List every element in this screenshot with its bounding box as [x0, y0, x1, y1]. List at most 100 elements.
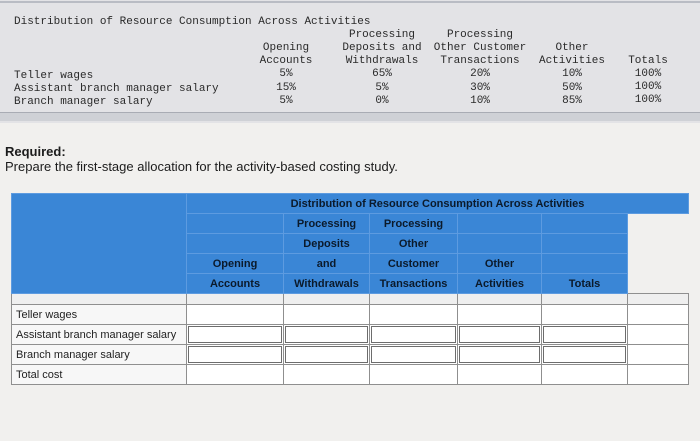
resource-distribution-table: Distribution of Resource Consumption Acr… [0, 0, 700, 123]
header-other-customer-1: Processing [446, 29, 513, 41]
header-blank-cell [541, 233, 628, 254]
cell-value: 100% [634, 94, 662, 106]
header-other-customer-line4: Transactions [369, 273, 458, 294]
cell-value: 5% [279, 95, 293, 107]
header-opening-line2: Accounts [186, 273, 284, 294]
cell-value: 5% [375, 82, 389, 94]
input-cell [186, 324, 284, 345]
cell-value: 10% [562, 68, 582, 80]
cell-blank [457, 304, 542, 325]
header-deposits-line1: Processing [283, 213, 370, 234]
input-cell [186, 344, 284, 365]
cell-value: 85% [562, 95, 582, 107]
allocation-answer-table: Distribution of Resource Consumption Acr… [11, 193, 689, 385]
table-top-rule [0, 1, 700, 3]
table-title: Distribution of Resource Consumption Acr… [14, 16, 371, 28]
deposits-withdrawals-input[interactable] [285, 346, 368, 363]
row-label-assistant-salary: Assistant branch manager salary [11, 324, 187, 345]
spacer-cell [627, 293, 689, 305]
required-heading: Required: [5, 144, 66, 159]
table-row: Branch manager salary [11, 344, 689, 365]
header-blank-cell [457, 213, 542, 234]
spacer-cell [541, 293, 628, 305]
input-cell [283, 324, 370, 345]
cell-blank [541, 304, 628, 325]
other-activities-input[interactable] [459, 346, 540, 363]
cell-value: 10% [470, 95, 490, 107]
header-other-customer-line3: Customer [369, 253, 458, 274]
required-instructions: Prepare the first-stage allocation for t… [5, 159, 398, 174]
header-blank-cell [186, 213, 284, 234]
header-opening-line1: Opening [186, 253, 284, 274]
table-bottom-rule [0, 112, 700, 121]
header-blank-cell [541, 213, 628, 234]
header-other-activities-line1: Other [457, 253, 542, 274]
spacer-cell [369, 293, 458, 305]
answer-table-caption: Distribution of Resource Consumption Acr… [186, 193, 689, 214]
input-cell [369, 324, 458, 345]
cell-value: 50% [562, 82, 582, 94]
header-totals: Totals [628, 55, 668, 67]
cell-blank [627, 364, 689, 385]
header-other-activities-line2: Activities [457, 273, 542, 294]
cell-value: 15% [276, 82, 296, 94]
header-deposits-3: Withdrawals [345, 55, 419, 67]
input-cell [283, 344, 370, 365]
header-other-customer-2: Other Customer [433, 42, 527, 54]
header-other-activities-1: Other [555, 42, 589, 54]
row-label-teller-wages: Teller wages [14, 70, 94, 82]
cell-blank [627, 324, 689, 345]
header-deposits-2: Deposits and [342, 42, 422, 54]
opening-accounts-input[interactable] [188, 346, 282, 363]
cell-value: 100% [634, 68, 662, 80]
header-deposits-line3: and [283, 253, 370, 274]
table-row: Total cost [11, 364, 689, 385]
cell-blank [369, 304, 458, 325]
header-other-customer-line1: Processing [369, 213, 458, 234]
cell-blank [186, 304, 284, 325]
header-blank-cell [541, 253, 628, 274]
input-cell [457, 324, 542, 345]
customer-transactions-input[interactable] [371, 326, 456, 343]
cell-value: 100% [634, 81, 662, 93]
cell-blank [283, 304, 370, 325]
header-deposits-line2: Deposits [283, 233, 370, 254]
header-corner-cell [11, 193, 187, 294]
header-blank-cell [186, 233, 284, 254]
spacer-cell [186, 293, 284, 305]
cell-blank [369, 364, 458, 385]
cell-blank [283, 364, 370, 385]
cell-blank [541, 364, 628, 385]
cell-blank [186, 364, 284, 385]
cell-blank [457, 364, 542, 385]
other-activities-input[interactable] [459, 326, 540, 343]
input-cell [541, 344, 628, 365]
header-blank-cell [457, 233, 542, 254]
header-deposits-line4: Withdrawals [283, 273, 370, 294]
cell-value: 65% [372, 68, 392, 80]
input-cell [369, 344, 458, 365]
cell-blank [627, 304, 689, 325]
row-label-assistant-salary: Assistant branch manager salary [14, 83, 219, 95]
spacer-cell [283, 293, 370, 305]
cell-value: 30% [470, 82, 490, 94]
header-totals: Totals [541, 273, 628, 294]
cell-value: 20% [470, 68, 490, 80]
cell-value: 0% [375, 95, 389, 107]
spacer-cell [457, 293, 542, 305]
cell-blank [627, 344, 689, 365]
header-deposits-1: Processing [348, 29, 415, 41]
customer-transactions-input[interactable] [371, 346, 456, 363]
header-other-activities-2: Activities [538, 55, 605, 67]
row-label-branch-manager-salary: Branch manager salary [11, 344, 187, 365]
table-row: Teller wages [11, 304, 689, 325]
input-cell [541, 324, 628, 345]
totals-input[interactable] [543, 346, 626, 363]
spacer-cell [11, 293, 187, 305]
input-cell [457, 344, 542, 365]
totals-input[interactable] [543, 326, 626, 343]
row-label-total-cost: Total cost [11, 364, 187, 385]
row-label-branch-manager-salary: Branch manager salary [14, 96, 153, 108]
opening-accounts-input[interactable] [188, 326, 282, 343]
deposits-withdrawals-input[interactable] [285, 326, 368, 343]
